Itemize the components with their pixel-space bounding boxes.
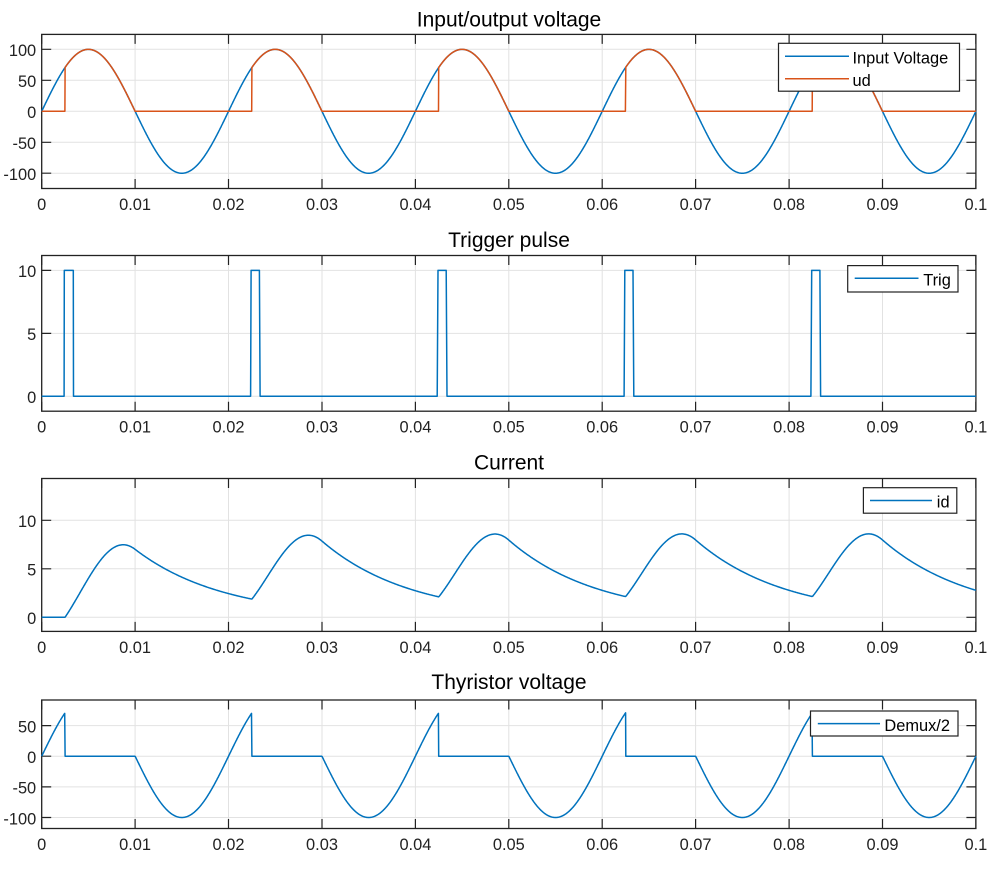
svg-text:0.05: 0.05 — [493, 419, 525, 437]
svg-text:0: 0 — [37, 639, 46, 657]
svg-text:0.1: 0.1 — [965, 639, 988, 657]
svg-text:-50: -50 — [12, 135, 36, 153]
svg-text:Input Voltage: Input Voltage — [853, 50, 949, 68]
svg-text:0: 0 — [37, 836, 46, 854]
svg-text:-100: -100 — [3, 166, 36, 184]
svg-text:0.02: 0.02 — [213, 419, 245, 437]
svg-text:0.1: 0.1 — [965, 196, 988, 214]
svg-text:Demux/2: Demux/2 — [884, 717, 950, 735]
svg-text:0.09: 0.09 — [867, 639, 899, 657]
svg-text:50: 50 — [18, 73, 36, 91]
svg-text:0.06: 0.06 — [586, 419, 618, 437]
svg-text:0: 0 — [37, 419, 46, 437]
svg-text:0.07: 0.07 — [680, 196, 712, 214]
svg-text:0.09: 0.09 — [867, 196, 899, 214]
svg-text:0.07: 0.07 — [680, 419, 712, 437]
svg-text:0.03: 0.03 — [306, 196, 338, 214]
svg-text:0.03: 0.03 — [306, 836, 338, 854]
svg-text:0: 0 — [27, 389, 36, 407]
svg-text:0.05: 0.05 — [493, 196, 525, 214]
svg-text:0.01: 0.01 — [119, 419, 151, 437]
svg-text:0.08: 0.08 — [773, 419, 805, 437]
svg-text:0.03: 0.03 — [306, 639, 338, 657]
svg-text:0.07: 0.07 — [680, 836, 712, 854]
svg-text:Thyristor voltage: Thyristor voltage — [431, 671, 586, 694]
svg-text:0.04: 0.04 — [399, 639, 431, 657]
svg-text:0.1: 0.1 — [965, 419, 988, 437]
svg-text:Current: Current — [474, 452, 544, 475]
svg-text:0.06: 0.06 — [586, 639, 618, 657]
svg-text:0.02: 0.02 — [213, 639, 245, 657]
svg-text:id: id — [937, 494, 950, 512]
svg-text:0.06: 0.06 — [586, 836, 618, 854]
svg-text:0: 0 — [27, 104, 36, 122]
svg-text:ud: ud — [853, 72, 871, 90]
svg-text:0.01: 0.01 — [119, 836, 151, 854]
svg-text:50: 50 — [18, 718, 36, 736]
svg-text:Trig: Trig — [923, 272, 951, 290]
svg-text:100: 100 — [9, 42, 36, 60]
svg-text:5: 5 — [27, 326, 36, 344]
svg-text:0.03: 0.03 — [306, 419, 338, 437]
svg-text:0.02: 0.02 — [213, 196, 245, 214]
svg-text:0.08: 0.08 — [773, 196, 805, 214]
svg-text:0: 0 — [27, 749, 36, 767]
svg-text:0.04: 0.04 — [399, 419, 431, 437]
svg-text:10: 10 — [18, 263, 36, 281]
svg-text:0.09: 0.09 — [867, 419, 899, 437]
svg-text:Trigger pulse: Trigger pulse — [448, 229, 570, 252]
svg-text:-50: -50 — [12, 780, 36, 798]
svg-text:0.08: 0.08 — [773, 639, 805, 657]
svg-text:10: 10 — [18, 513, 36, 531]
svg-text:0.04: 0.04 — [399, 196, 431, 214]
svg-text:-100: -100 — [3, 810, 36, 828]
svg-text:5: 5 — [27, 562, 36, 580]
svg-text:0.06: 0.06 — [586, 196, 618, 214]
svg-text:0.05: 0.05 — [493, 836, 525, 854]
svg-text:0.09: 0.09 — [867, 836, 899, 854]
svg-text:0.02: 0.02 — [213, 836, 245, 854]
svg-text:0.01: 0.01 — [119, 196, 151, 214]
svg-text:0.07: 0.07 — [680, 639, 712, 657]
svg-text:0.05: 0.05 — [493, 639, 525, 657]
svg-text:0.04: 0.04 — [399, 836, 431, 854]
svg-text:0.1: 0.1 — [965, 836, 988, 854]
svg-text:Input/output voltage: Input/output voltage — [417, 9, 601, 32]
svg-text:0.01: 0.01 — [119, 639, 151, 657]
svg-text:0: 0 — [37, 196, 46, 214]
svg-text:0.08: 0.08 — [773, 836, 805, 854]
svg-text:0: 0 — [27, 610, 36, 628]
